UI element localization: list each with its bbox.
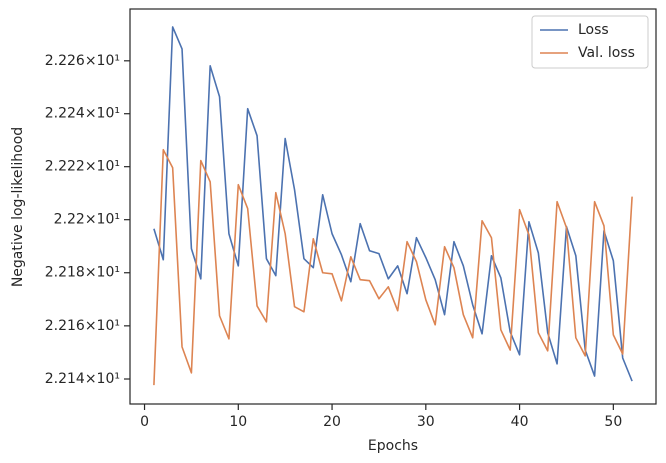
- x-tick-label: 20: [323, 414, 341, 430]
- y-tick-label: 2.226×10¹: [45, 53, 120, 69]
- y-axis-label: Negative log-likelihood: [10, 127, 26, 287]
- y-tick-label: 2.218×10¹: [45, 265, 120, 281]
- y-tick-label: 2.214×10¹: [45, 371, 120, 387]
- y-tick-label: 2.22×10¹: [54, 212, 120, 228]
- legend-label: Val. loss: [578, 45, 635, 61]
- y-tick-label: 2.216×10¹: [45, 318, 120, 334]
- y-tick-label: 2.224×10¹: [45, 106, 120, 122]
- legend-box: [531, 15, 649, 69]
- line: [153, 26, 633, 382]
- x-tick-label: 40: [511, 414, 529, 430]
- y-tick-label: 2.222×10¹: [45, 159, 120, 175]
- x-tick-label: 50: [604, 414, 622, 430]
- x-tick-label: 10: [229, 414, 247, 430]
- plot-frame: [129, 8, 657, 405]
- x-axis-label: Epochs: [368, 438, 418, 454]
- legend-label: Loss: [578, 22, 609, 38]
- x-tick-label: 0: [140, 414, 149, 430]
- x-tick-label: 30: [417, 414, 435, 430]
- line: [153, 148, 633, 386]
